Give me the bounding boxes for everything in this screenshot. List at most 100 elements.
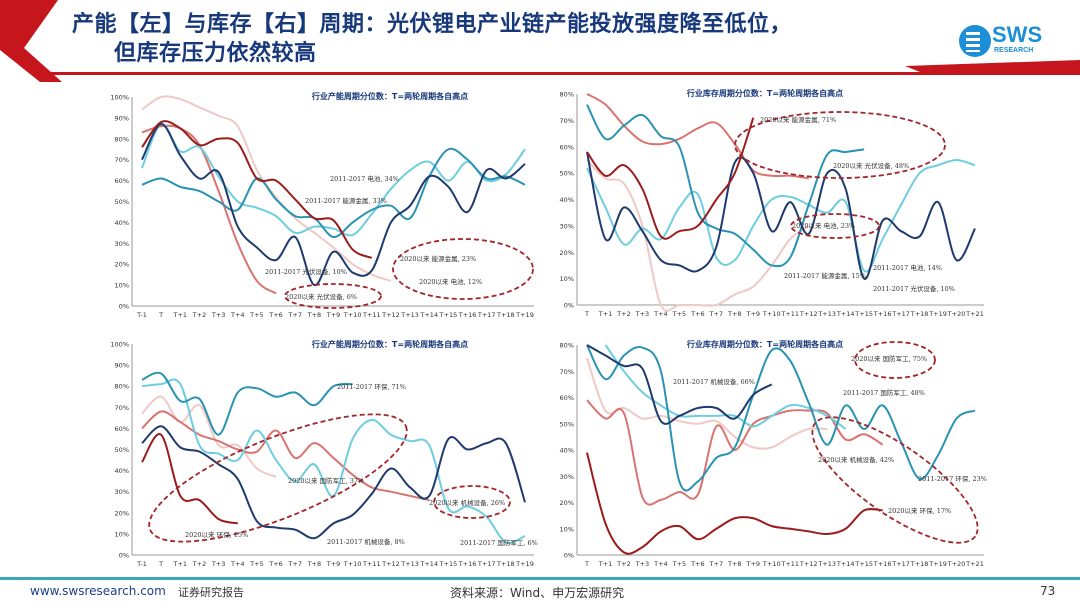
highlight-ellipse bbox=[148, 413, 408, 543]
y-tick-label: 0% bbox=[119, 552, 129, 560]
x-tick-label: T+19 bbox=[515, 311, 534, 319]
footer-source: 资料来源：Wind、申万宏源研究 bbox=[450, 586, 625, 600]
series-line-light-cyan bbox=[141, 123, 526, 237]
y-tick-label: 0% bbox=[564, 552, 574, 560]
x-tick-label: T+10 bbox=[762, 310, 781, 318]
y-tick-label: 40% bbox=[560, 447, 574, 455]
x-tick-label: T+14 bbox=[836, 310, 855, 318]
x-tick-label: T+19 bbox=[928, 560, 947, 568]
x-tick-label: T+10 bbox=[762, 560, 781, 568]
annotation-label: 2020以来 机械设备, 42% bbox=[818, 455, 894, 464]
y-tick-label: 40% bbox=[560, 196, 574, 204]
y-tick-label: 60% bbox=[115, 425, 129, 433]
x-tick-label: T+4 bbox=[230, 311, 245, 319]
annotation-label: 2011-2017 环保, 71% bbox=[337, 382, 406, 391]
x-tick-label: T+13 bbox=[817, 310, 836, 318]
chart-title: 行业产能周期分位数：T=两轮周期各自高点 bbox=[311, 339, 468, 349]
x-tick-label: T+3 bbox=[211, 311, 226, 319]
y-tick-label: 30% bbox=[115, 488, 129, 496]
x-tick-label: T+15 bbox=[854, 310, 873, 318]
x-tick-label: T+11 bbox=[780, 560, 799, 568]
x-tick-label: T+18 bbox=[910, 560, 929, 568]
x-tick-label: T+1 bbox=[173, 311, 188, 319]
x-tick-label: T-1 bbox=[136, 560, 147, 568]
series-line-dark-red bbox=[586, 452, 883, 555]
x-tick-label: T+5 bbox=[249, 311, 264, 319]
title-line-2: 但库存压力依然较高 bbox=[114, 41, 317, 66]
x-tick-label: T+3 bbox=[635, 310, 650, 318]
x-tick-label: T+7 bbox=[709, 310, 724, 318]
footer-url-link[interactable]: www.swsresearch.com bbox=[30, 584, 166, 598]
annotation-label: 2020以来 光伏设备, 48% bbox=[833, 161, 909, 170]
annotation-label: 2011-2017 国防军工, 6% bbox=[460, 538, 538, 547]
series-line-navy bbox=[586, 151, 976, 280]
annotation-label: 2020以来 机械设备, 26% bbox=[429, 498, 505, 507]
series-line-light-cyan bbox=[604, 344, 847, 430]
y-tick-label: 100% bbox=[110, 94, 129, 102]
annotation-label: 2011-2017 机械设备, 66% bbox=[673, 377, 755, 386]
x-tick-label: T+3 bbox=[635, 560, 650, 568]
x-tick-label: T+10 bbox=[343, 560, 362, 568]
x-tick-label: T+20 bbox=[947, 310, 966, 318]
x-tick-label: T+9 bbox=[746, 560, 761, 568]
series-line-navy bbox=[141, 425, 526, 540]
y-tick-label: 20% bbox=[115, 509, 129, 517]
highlight-ellipse bbox=[811, 416, 979, 544]
x-tick-label: T+19 bbox=[515, 560, 534, 568]
y-tick-label: 0% bbox=[119, 303, 129, 311]
y-tick-label: 40% bbox=[115, 219, 129, 227]
x-tick-label: T+8 bbox=[307, 560, 322, 568]
footer-divider bbox=[0, 577, 1080, 580]
highlight-ellipse bbox=[284, 283, 382, 309]
annotation-label: 2020以来 能源金属, 23% bbox=[400, 254, 476, 263]
y-tick-label: 100% bbox=[110, 341, 129, 349]
x-tick-label: T+14 bbox=[836, 560, 855, 568]
chart-4: 0% 10% 20% 30% 40% 50% 60% 70% 80% T T+1 T+2 T+3 T+4 T… bbox=[560, 339, 987, 568]
x-tick-label: T+13 bbox=[817, 560, 836, 568]
y-tick-label: 70% bbox=[115, 404, 129, 412]
chart-1: 0% 10% 20% 30% 40% 50% 60% 70% 80% 90% 100% T-1 T T+1… bbox=[110, 91, 534, 319]
y-tick-label: 50% bbox=[115, 446, 129, 454]
x-tick-label: T+6 bbox=[268, 560, 283, 568]
x-tick-label: T+17 bbox=[477, 311, 496, 319]
annotation-label: 2011-2017 光伏设备, 10% bbox=[265, 267, 347, 276]
x-tick-label: T+18 bbox=[910, 310, 929, 318]
x-tick-label: T+5 bbox=[249, 560, 264, 568]
logo-globe-icon bbox=[959, 25, 991, 57]
annotation-label: 2011-2017 能源金属, 15% bbox=[784, 271, 866, 280]
y-tick-label: 10% bbox=[560, 275, 574, 283]
y-tick-label: 80% bbox=[115, 135, 129, 143]
footer-report-label: 证券研究报告 bbox=[178, 586, 244, 599]
x-tick-label: T+18 bbox=[496, 560, 515, 568]
x-tick-label: T bbox=[584, 560, 589, 568]
x-tick-label: T+7 bbox=[287, 560, 302, 568]
y-tick-label: 50% bbox=[560, 170, 574, 178]
x-tick-label: T-1 bbox=[136, 311, 147, 319]
sws-logo: SWS RESEARCH bbox=[958, 20, 1058, 62]
x-tick-label: T+21 bbox=[965, 310, 984, 318]
y-tick-label: 0% bbox=[564, 302, 574, 310]
x-tick-label: T+21 bbox=[965, 560, 984, 568]
y-tick-label: 80% bbox=[560, 91, 574, 99]
x-tick-label: T+16 bbox=[458, 311, 477, 319]
x-tick-label: T+11 bbox=[780, 310, 799, 318]
series-line-light-pink bbox=[586, 357, 828, 450]
x-tick-label: T+8 bbox=[727, 310, 742, 318]
annotation-label: 2020以来 国防军工, 75% bbox=[851, 354, 927, 363]
highlight-ellipse bbox=[854, 341, 936, 379]
y-tick-label: 40% bbox=[115, 467, 129, 475]
x-tick-label: T+9 bbox=[746, 310, 761, 318]
x-tick-label: T+15 bbox=[439, 311, 458, 319]
title-line-1: 产能【左】与库存【右】周期：光伏锂电产业链产能投放强度降至低位， bbox=[72, 12, 793, 37]
y-tick-label: 10% bbox=[115, 530, 129, 538]
annotation-label: 2011-2017 机械设备, 8% bbox=[327, 537, 405, 546]
y-tick-label: 70% bbox=[560, 368, 574, 376]
highlight-ellipse bbox=[734, 111, 946, 179]
y-tick-label: 60% bbox=[115, 177, 129, 185]
y-tick-label: 80% bbox=[115, 383, 129, 391]
x-tick-label: T bbox=[158, 560, 163, 568]
x-tick-label: T+4 bbox=[653, 310, 668, 318]
annotation-label: 2011-2017 国防军工, 48% bbox=[843, 388, 925, 397]
x-tick-label: T+9 bbox=[326, 560, 341, 568]
